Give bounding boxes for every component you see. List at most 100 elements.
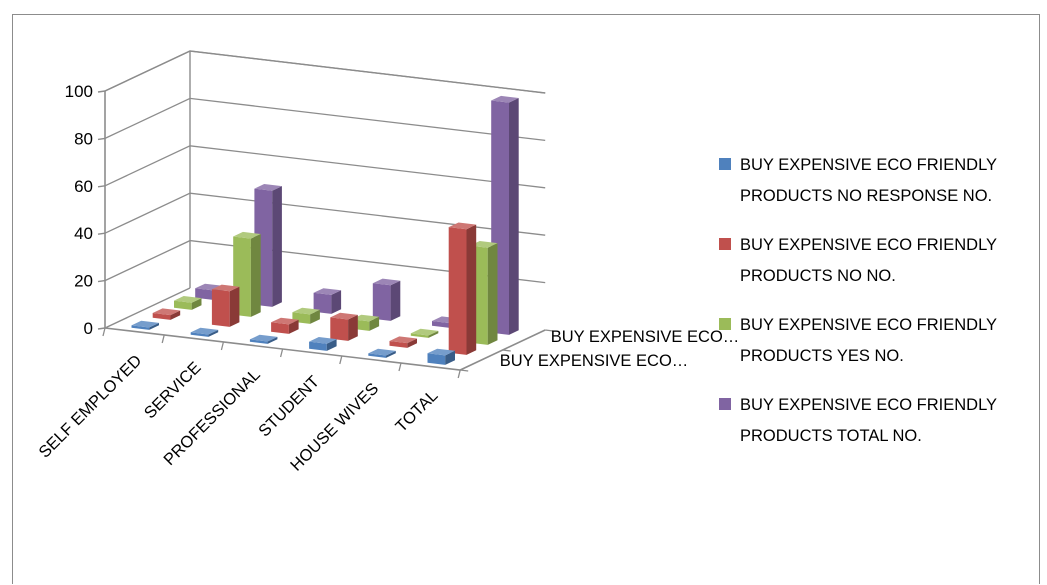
bar-top-face [249,334,278,342]
bar [448,222,477,355]
bar-side-face [348,314,358,341]
bar [313,288,342,314]
bar-top-face [330,312,358,320]
legend-swatch [719,238,731,250]
bar [211,284,240,327]
legend-label: BUY EXPENSIVE ECO FRIENDLY [740,156,997,174]
bar-top-face [292,307,320,315]
wall-top-edge [104,50,546,94]
bar-front-face [410,333,429,338]
bar-top-face [372,278,401,286]
depth-label: BUY EXPENSIVE ECO… [500,352,689,370]
bar-top-face [410,328,439,336]
bar-front-face [432,321,450,328]
bar-side-face [326,339,337,351]
bar [233,231,261,317]
bar-top-face [427,348,455,356]
bar-side-face [208,329,219,337]
y-tick-label: 60 [74,177,93,196]
bar [309,337,337,351]
y-tick-mark [97,90,106,93]
floor-left-edge [104,287,191,329]
y-tick-mark [97,232,106,235]
y-tick-mark [97,327,106,330]
legend: BUY EXPENSIVE ECO FRIENDLY PRODUCTS NO RE… [719,156,997,445]
bar-front-face [309,341,327,351]
bar-front-face [448,227,467,355]
bar [131,320,159,330]
bar-front-face [152,313,171,320]
chart-frame [12,14,1040,584]
bar-top-face [190,327,219,335]
bar-side-face [390,280,401,321]
gridline [104,239,546,284]
bar-front-face [427,353,446,365]
bar-side-face [229,286,240,327]
bar-side-face [487,243,498,345]
depth-tick-mark [502,349,511,352]
category-labels: SELF EMPLOYEDSERVICEPROFESSIONALSTUDENTH… [35,352,441,475]
legend-swatch [719,398,731,410]
gridlines [104,50,546,284]
x-tick-mark [161,334,165,344]
gridline [104,145,546,189]
bar-side-face [288,319,299,334]
y-tick-label: 100 [65,82,93,101]
bar-top-face [470,241,498,248]
bars [131,95,519,365]
x-tick-mark [398,362,402,372]
bar [152,308,181,320]
bar-side-face [250,234,261,317]
bar-front-face [174,300,192,310]
category-label: STUDENT [255,373,323,441]
bar-top-face [351,314,380,322]
bar [427,348,455,365]
bar-side-face [149,322,159,330]
bar-side-face [369,316,380,331]
category-label: SELF EMPLOYED [35,352,145,462]
legend-label: BUY EXPENSIVE ECO FRIENDLY [740,236,997,254]
depth-label: BUY EXPENSIVE ECO… [551,328,740,346]
bar-top-face [448,222,477,230]
gridline [104,192,546,236]
depth-tick-mark [545,329,554,332]
bar-top-face [174,296,202,303]
bar-front-face [190,332,209,337]
bar-side-face [445,350,455,365]
bar-side-face [331,290,342,314]
category-label: SERVICE [141,359,205,423]
y-tick-mark [97,279,106,283]
x-tick-mark [339,355,343,365]
bar [389,336,417,348]
x-tick-mark [102,327,106,337]
bar [249,334,278,344]
legend-label: PRODUCTS NO RESPONSE NO. [740,187,992,205]
bar-top-face [313,288,342,295]
gridline [104,50,546,94]
bar-side-face [466,224,477,355]
y-tick-mark [97,137,106,141]
x-tick-mark [279,348,284,358]
bar-front-face [330,317,349,341]
bar [190,327,219,337]
y-axis-ticks: 0 20 40 60 80 100 [65,82,554,379]
legend-label: PRODUCTS YES NO. [740,347,904,365]
bar-side-face [170,310,181,320]
bar-side-face [509,98,519,335]
bar-top-face [368,348,396,356]
bar-side-face [310,309,320,324]
bar [271,317,299,334]
bar-top-face [271,317,299,325]
bar-front-face [131,325,150,330]
bar-top-face [491,95,519,103]
x-tick-mark [457,369,461,379]
bar [368,348,396,358]
bar-front-face [249,339,268,344]
bar-front-face [389,341,408,348]
legend-label: PRODUCTS TOTAL NO. [740,427,922,445]
bar-top-face [131,320,159,328]
bar-side-face [428,330,439,338]
bar [372,278,401,321]
gridline [104,97,546,142]
bar [174,296,202,310]
